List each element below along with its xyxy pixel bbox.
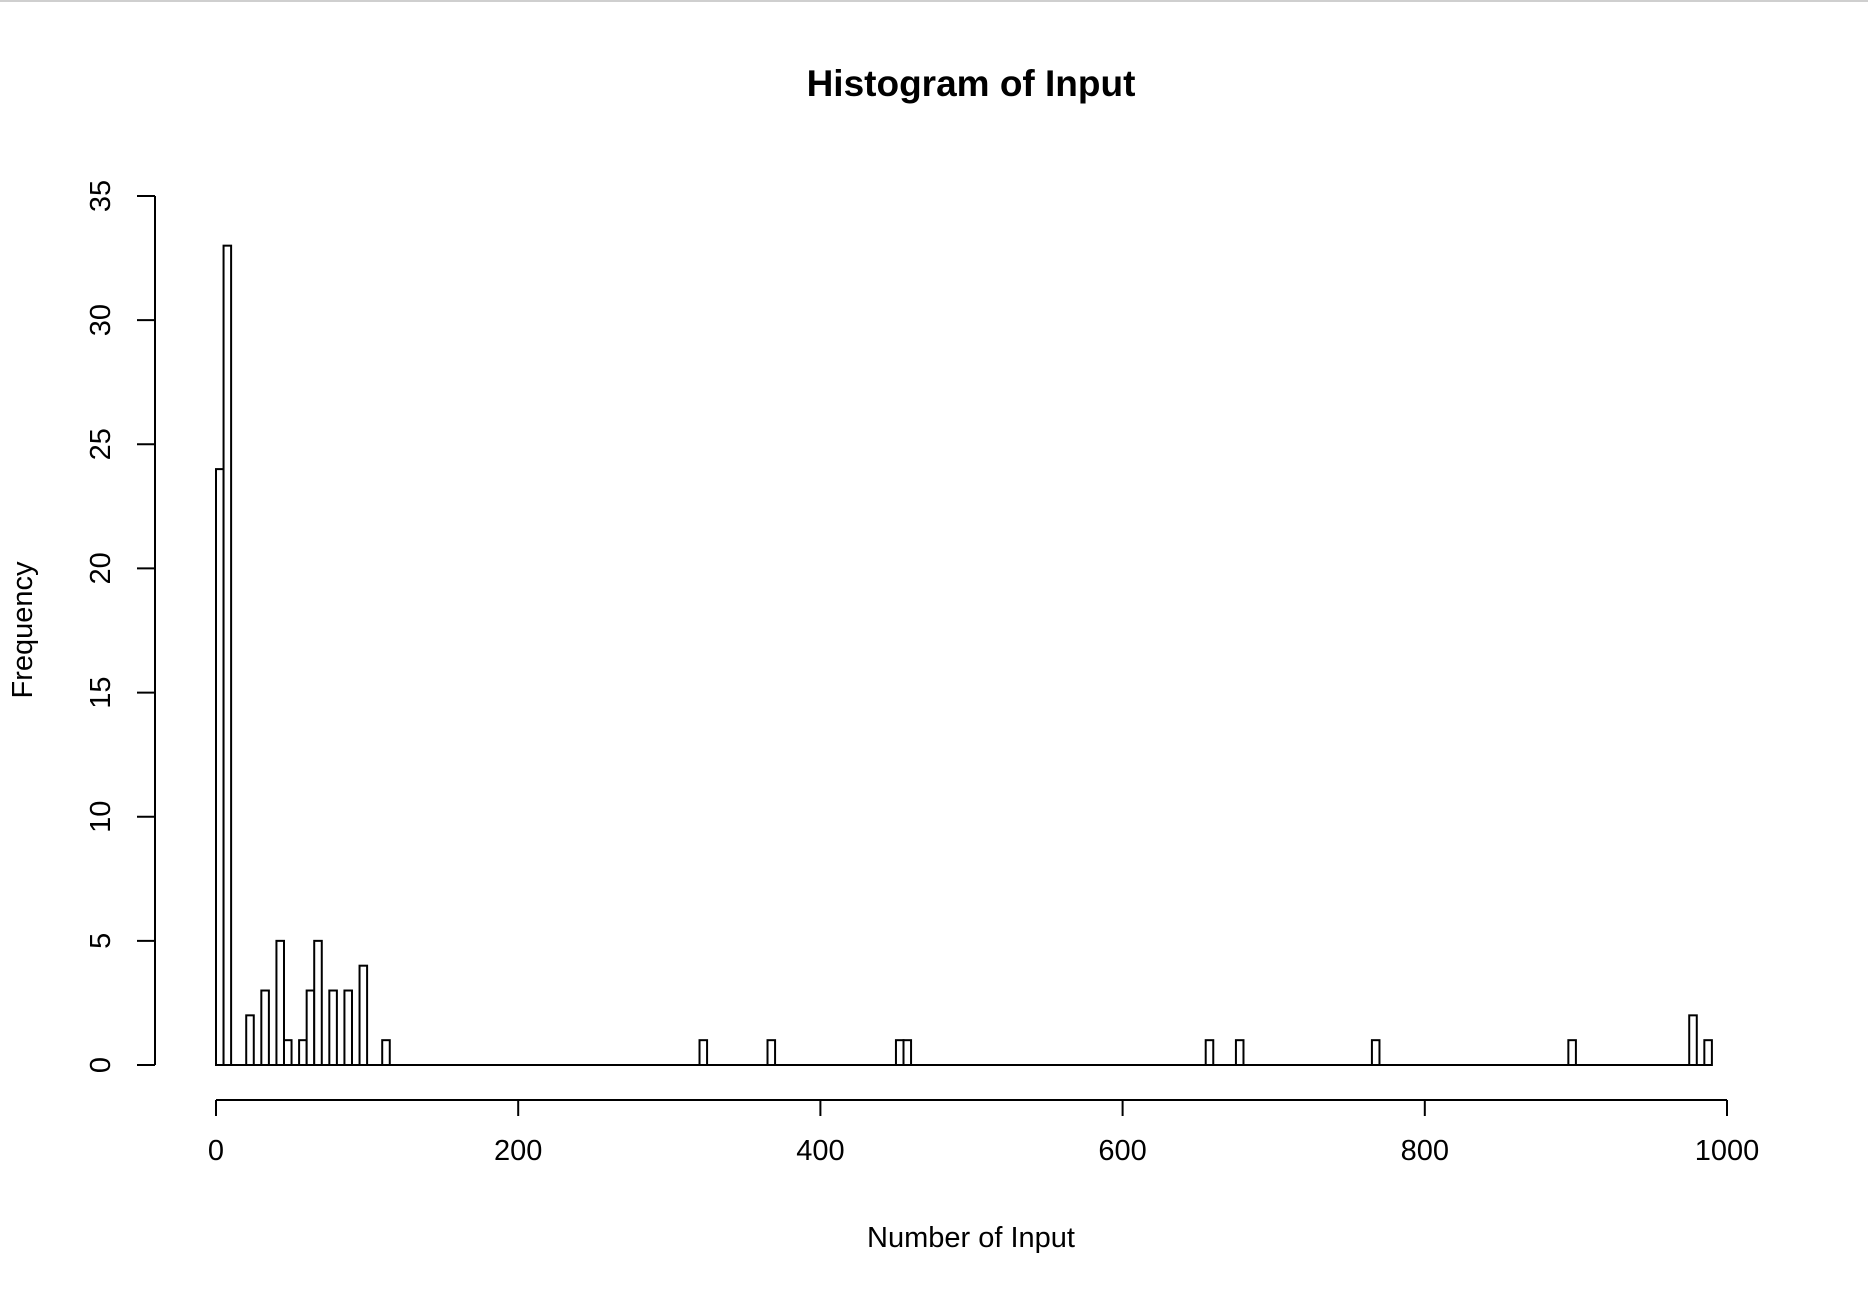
- y-tick-label: 0: [85, 1057, 117, 1073]
- histogram-bar: [1688, 1014, 1698, 1066]
- histogram-bar: [328, 989, 338, 1066]
- x-axis-label: Number of Input: [867, 1222, 1075, 1254]
- y-tick-label: 35: [85, 180, 117, 212]
- histogram-bar: [902, 1039, 913, 1066]
- y-tick-label: 25: [85, 428, 117, 460]
- y-tick-label: 15: [85, 676, 117, 708]
- x-tick-label: 200: [494, 1135, 542, 1167]
- bars-layer: [215, 244, 1713, 1067]
- histogram-bar: [1567, 1039, 1577, 1066]
- histogram-bar: [1234, 1039, 1245, 1066]
- histogram-bar: [698, 1039, 709, 1066]
- histogram-bar: [894, 1039, 905, 1066]
- histogram-bar: [305, 989, 316, 1066]
- x-axis: 0 200 400 600 800 1000: [208, 1099, 1760, 1167]
- histogram-bar: [260, 989, 270, 1066]
- y-axis: 0 5 10 15 20 25 30 35: [85, 180, 156, 1073]
- histogram-bar: [215, 468, 225, 1067]
- y-tick-label: 5: [85, 933, 117, 949]
- histogram-bar: [766, 1039, 777, 1066]
- y-tick-label: 10: [85, 801, 117, 833]
- x-tick-label: 400: [796, 1135, 844, 1167]
- histogram-bar: [298, 1039, 308, 1066]
- y-tick-label: 30: [85, 304, 117, 336]
- x-tick-label: 600: [1098, 1135, 1146, 1167]
- chart-title: Histogram of Input: [807, 63, 1136, 104]
- y-axis-label: Frequency: [7, 561, 39, 699]
- x-tick-label: 0: [208, 1135, 224, 1167]
- histogram-bar: [381, 1039, 391, 1066]
- histogram-bar: [222, 244, 233, 1066]
- histogram-bar: [358, 964, 369, 1067]
- histogram-bar: [1370, 1039, 1381, 1066]
- y-tick-label: 20: [85, 552, 117, 584]
- histogram-bar: [313, 939, 323, 1066]
- histogram-bar: [1703, 1039, 1713, 1066]
- histogram-bar: [343, 989, 353, 1066]
- histogram-bar: [245, 1014, 255, 1066]
- histogram-bar: [282, 1039, 293, 1066]
- x-tick-label: 1000: [1695, 1135, 1760, 1167]
- histogram-bar: [1204, 1039, 1215, 1066]
- x-tick-label: 800: [1401, 1135, 1449, 1167]
- histogram-bar: [275, 939, 285, 1066]
